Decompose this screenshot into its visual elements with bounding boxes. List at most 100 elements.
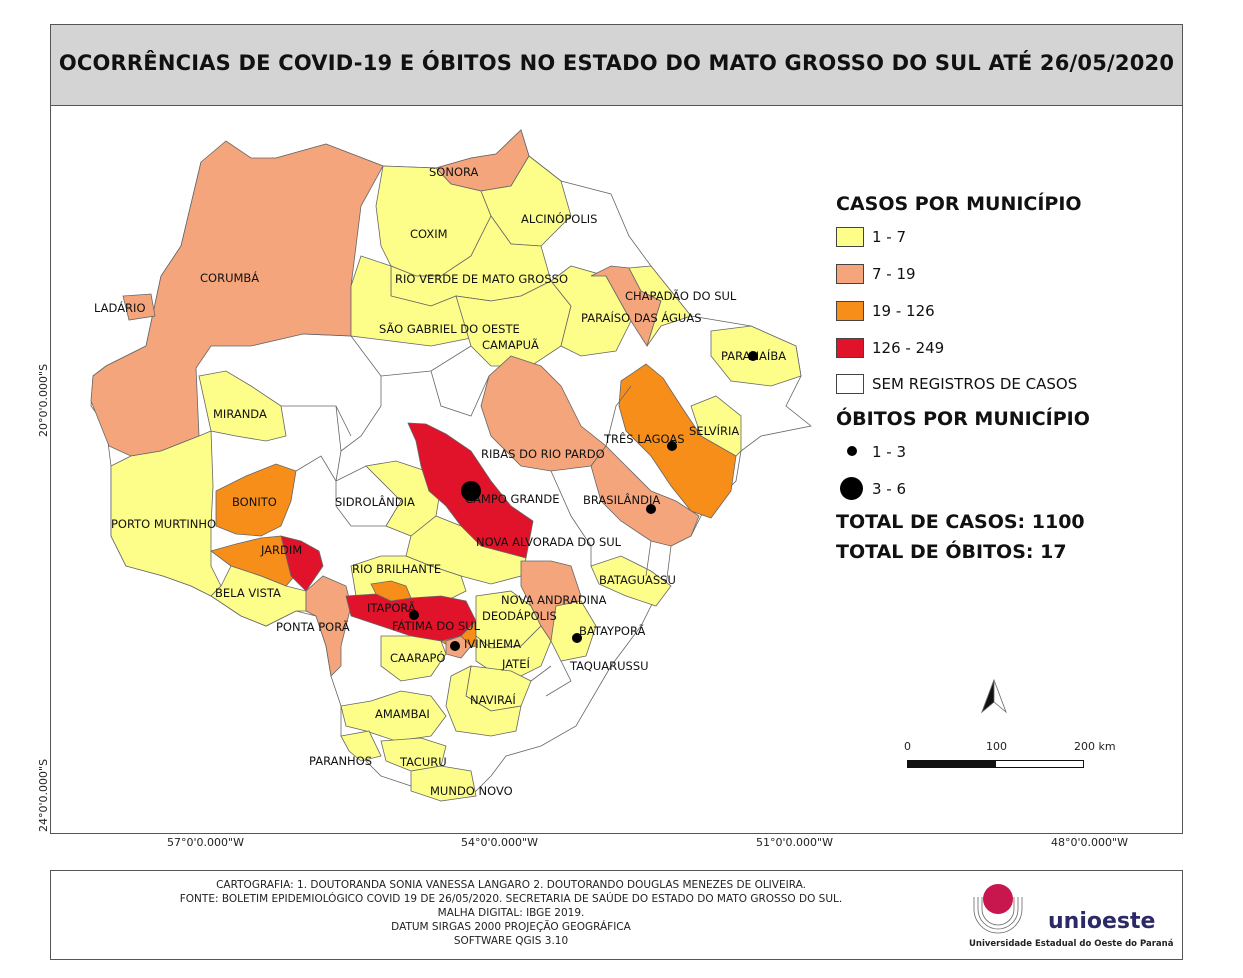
credit-fonte: FONTE: BOLETIM EPIDEMIOLÓGICO COVID 19 D… (179, 893, 843, 905)
label-fatima: FÁTIMA DO SUL (392, 618, 481, 633)
label-porto-murtinho: PORTO MURTINHO (111, 517, 216, 531)
swatch-1-7 (836, 227, 864, 247)
legend-death-large-dot (840, 477, 863, 500)
death-marker-tres-lagoas (667, 441, 677, 451)
label-rio-brilhante: RIO BRILHANTE (352, 562, 441, 576)
label-miranda: MIRANDA (213, 407, 267, 421)
swatch-7-19 (836, 264, 864, 284)
region-bataguassu (590, 555, 672, 607)
death-marker-fatima (409, 610, 419, 620)
label-navirai: NAVIRAÍ (470, 692, 516, 707)
region-northeast-yellow (628, 265, 692, 347)
unioeste-logo-icon (973, 884, 1023, 934)
label-nova-alvorada: NOVA ALVORADA DO SUL (476, 535, 622, 549)
swatch-126-249 (836, 338, 864, 358)
label-saogabriel: SÃO GABRIEL DO OESTE (379, 321, 520, 336)
scale-label-100: 100 (986, 740, 1007, 753)
coord-x-51: 51°0'0.000"W (756, 836, 833, 849)
credit-datum: DATUM SIRGAS 2000 PROJEÇÃO GEOGRÁFICA (391, 921, 631, 933)
label-ladario: LADÁRIO (94, 300, 146, 315)
label-bonito: BONITO (232, 495, 277, 509)
logo-subtitle: Universidade Estadual do Oeste do Paraná (969, 939, 1174, 949)
region-mundo-novo (410, 765, 477, 802)
map-title: OCORRÊNCIAS DE COVID-19 E ÓBITOS NO ESTA… (58, 51, 1175, 75)
label-nova-andradina: NOVA ANDRADINA (501, 593, 607, 607)
swatch-no-cases (836, 374, 864, 394)
region-ladario (122, 293, 156, 321)
label-tacuru: TACURU (399, 755, 447, 769)
label-itapora: ITAPORÃ (367, 600, 416, 615)
label-rioverde: RIO VERDE DE MATO GROSSO (395, 272, 568, 286)
region-ponta-pora (305, 575, 352, 677)
region-saogabriel (350, 255, 492, 347)
death-marker-paranaiba (748, 351, 758, 361)
scale-label-0: 0 (904, 740, 911, 753)
region-bonito (215, 463, 297, 537)
label-amambai: AMAMBAI (375, 707, 430, 721)
north-arrow-icon (981, 678, 1007, 714)
label-paranhos: PARANHOS (309, 754, 372, 768)
label-coxim: COXIM (410, 227, 448, 241)
region-paraiso (550, 265, 632, 357)
label-corumba: CORUMBÁ (200, 270, 259, 285)
label-selviria: SELVÍRIA (689, 423, 739, 438)
label-ribas: RIBAS DO RIO PARDO (481, 447, 605, 461)
logo-name: unioeste (1048, 909, 1156, 934)
coord-x-48: 48°0'0.000"W (1051, 836, 1128, 849)
death-marker-campo-grande (461, 481, 481, 501)
label-alcinopolis: ALCINÓPOLIS (521, 211, 597, 226)
label-bela-vista: BELA VISTA (215, 586, 281, 600)
credit-software: SOFTWARE QGIS 3.10 (453, 935, 569, 947)
label-chapadao: CHAPADÃO DO SUL (625, 288, 737, 303)
label-paraiso: PARAÍSO DAS ÁGUAS (581, 310, 702, 325)
region-ribas (480, 355, 607, 472)
coord-y-20: 20°0'0.000"S (37, 363, 50, 437)
death-marker-bataypora (572, 633, 582, 643)
scale-label-200: 200 km (1074, 740, 1116, 753)
region-amambai (340, 690, 447, 742)
coord-x-57: 57°0'0.000"W (167, 836, 244, 849)
label-sidrolandia: SIDROLÂNDIA (335, 494, 415, 509)
region-fatima (370, 580, 412, 602)
region-tres-lagoas (618, 363, 737, 519)
label-jardim: JARDIM (260, 543, 302, 557)
scale-bar (907, 760, 1084, 768)
region-selviria (690, 395, 742, 457)
legend-cases-title: CASOS POR MUNICÍPIO (836, 193, 1082, 215)
label-bataypora: BATAYPORÃ (579, 623, 646, 638)
label-tres-lagoas: TRÊS LAGOAS (603, 431, 685, 446)
region-corumba (90, 140, 384, 457)
legend-death-small-dot (847, 446, 857, 456)
region-navirai (445, 665, 522, 737)
label-bataguassu: BATAGUASSU (599, 573, 676, 587)
death-marker-ivinhema (450, 641, 460, 651)
label-ivinhema: IVINHEMA (464, 637, 521, 651)
label-deodapolis: DEODÁPOLIS (482, 608, 557, 623)
legend-deaths-title: ÓBITOS POR MUNICÍPIO (836, 408, 1090, 430)
state-map: .y{fill:#fdfd8a;} .s{fill:#f4a57c;} .o{f… (90, 129, 812, 802)
label-sonora: SONORA (429, 165, 479, 179)
label-jatei: JATEÍ (501, 656, 530, 671)
region-ivinhema (475, 625, 552, 677)
coord-x-54: 54°0'0.000"W (461, 836, 538, 849)
credits-box: CARTOGRAFIA: 1. DOUTORANDA SONIA VANESSA… (50, 870, 1183, 960)
coord-y-24: 24°0'0.000"S (37, 758, 50, 832)
label-caarapo: CAARAPÓ (390, 650, 445, 665)
region-jardim (280, 535, 324, 592)
region-brasilandia (590, 445, 700, 547)
swatch-19-126 (836, 301, 864, 321)
label-brasilandia: BRASILÂNDIA (583, 492, 660, 507)
label-ponta-pora: PONTA PORÃ (276, 619, 350, 634)
scale-bar-filled (908, 761, 996, 767)
label-mundo-novo: MUNDO NOVO (430, 784, 513, 798)
credit-cartografia: CARTOGRAFIA: 1. DOUTORANDA SONIA VANESSA… (216, 879, 806, 891)
region-caarapo (380, 635, 447, 682)
region-paranhos (340, 730, 382, 762)
total-cases: TOTAL DE CASOS: 1100 (836, 511, 1085, 533)
label-campo-grande: CAMPO GRANDE (465, 492, 560, 506)
label-taquarussu: TAQUARUSSU (569, 659, 649, 673)
death-marker-brasilandia (646, 504, 656, 514)
label-camapua: CAMAPUÃ (482, 337, 539, 352)
credit-malha: MALHA DIGITAL: IBGE 2019. (437, 907, 585, 919)
region-miranda (198, 370, 287, 442)
